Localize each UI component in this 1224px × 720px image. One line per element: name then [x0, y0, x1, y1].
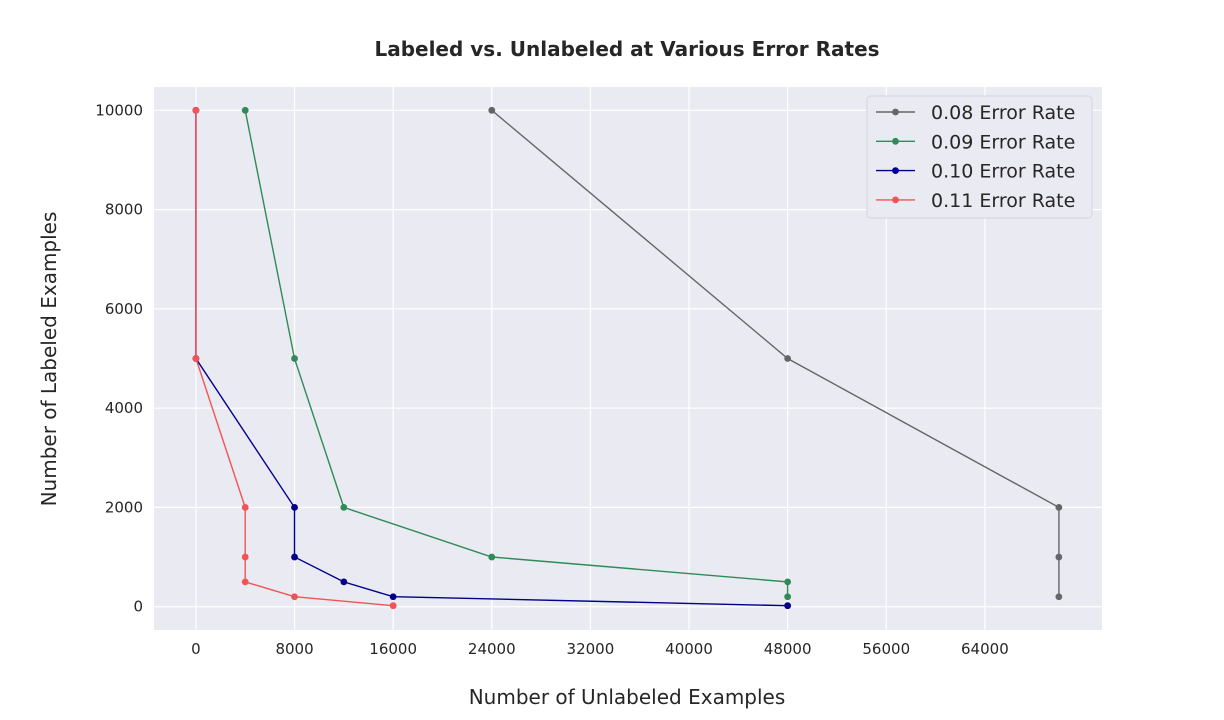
- series-2: [241, 106, 792, 601]
- legend-item: 0.09 Error Rate: [876, 131, 1075, 153]
- legend-label: 0.10 Error Rate: [931, 161, 1075, 183]
- series-1: [488, 106, 1063, 601]
- data-point: [241, 504, 249, 511]
- data-point: [784, 602, 792, 610]
- data-point: [1055, 593, 1063, 601]
- x-tick-labels: 0 8000 16000 24000 32000 40000 48000 56000 64000: [191, 640, 1009, 658]
- data-point: [241, 578, 249, 586]
- data-point: [389, 593, 397, 601]
- data-point: [291, 553, 298, 561]
- data-point: [1055, 553, 1063, 561]
- legend-swatch-marker: [892, 108, 899, 116]
- y-tick-labels: 0 2000 4000 6000 8000 10000: [95, 101, 143, 615]
- data-point: [340, 504, 348, 511]
- data-point: [1055, 504, 1063, 511]
- y-tick-label: 6000: [105, 300, 143, 318]
- data-point: [241, 106, 249, 114]
- data-point: [192, 106, 200, 114]
- legend-swatch-marker: [892, 196, 899, 204]
- x-axis-title: Number of Unlabeled Examples: [469, 685, 786, 709]
- legend-label: 0.08 Error Rate: [931, 102, 1075, 124]
- legend-item: 0.08 Error Rate: [876, 102, 1075, 124]
- chart-title: Labeled vs. Unlabeled at Various Error R…: [374, 37, 879, 61]
- data-point: [340, 578, 348, 586]
- data-point: [488, 106, 496, 114]
- x-tick-label: 64000: [961, 640, 1009, 658]
- x-tick-label: 16000: [369, 640, 417, 658]
- data-point: [784, 578, 792, 586]
- x-tick-label: 8000: [275, 640, 313, 658]
- data-point: [291, 504, 298, 511]
- legend-box: [866, 95, 1093, 219]
- y-tick-label: 8000: [105, 201, 143, 219]
- legend-swatch-marker: [892, 137, 899, 145]
- y-tick-label: 4000: [105, 399, 143, 417]
- data-point: [192, 355, 200, 362]
- legend-swatch-marker: [892, 167, 899, 175]
- y-axis-title: Number of Labeled Examples: [37, 212, 61, 507]
- y-tick-label: 10000: [95, 101, 143, 119]
- x-tick-label: 32000: [567, 640, 615, 658]
- series-layer: [192, 106, 1063, 610]
- x-tick-label: 48000: [764, 640, 812, 658]
- data-point: [784, 355, 792, 362]
- data-point: [291, 355, 298, 362]
- legend-item: 0.10 Error Rate: [876, 161, 1075, 183]
- legend-label: 0.09 Error Rate: [931, 131, 1075, 153]
- legend: 0.08 Error Rate 0.09 Error Rate 0.10 Error…: [866, 95, 1093, 219]
- data-point: [291, 593, 298, 601]
- series-4: [192, 106, 397, 610]
- data-point: [784, 593, 792, 601]
- legend-item: 0.11 Error Rate: [876, 190, 1075, 212]
- y-tick-label: 0: [133, 598, 143, 616]
- legend-label: 0.11 Error Rate: [931, 190, 1075, 212]
- y-tick-label: 2000: [105, 498, 143, 516]
- x-tick-label: 56000: [862, 640, 910, 658]
- data-point: [241, 553, 249, 561]
- x-tick-label: 24000: [468, 640, 516, 658]
- x-tick-label: 0: [191, 640, 201, 658]
- data-point: [389, 602, 397, 610]
- x-tick-label: 40000: [665, 640, 713, 658]
- data-point: [488, 553, 496, 561]
